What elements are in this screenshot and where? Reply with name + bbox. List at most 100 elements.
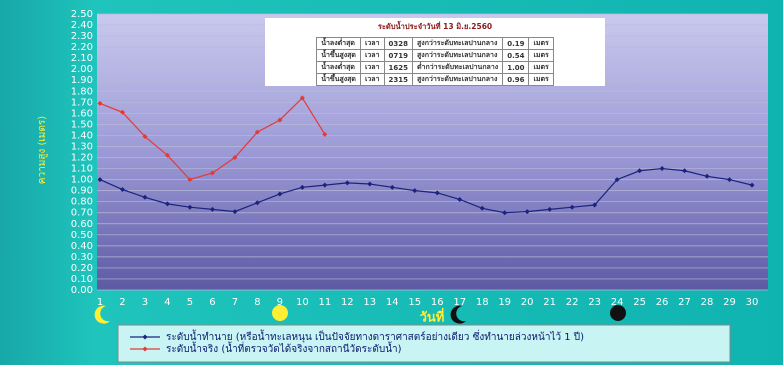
point [389, 184, 395, 190]
x-tick-label: 4 [164, 297, 170, 308]
y-tick-label: 0.40 [71, 241, 93, 252]
info-row: น้ำขึ้นสูงสุด เวลา 2315 สูงกว่าระดับทะเลปาน… [316, 73, 554, 86]
point [232, 209, 238, 215]
info-cell: 0.96 [502, 73, 530, 86]
y-tick-label: 0.60 [71, 219, 93, 230]
info-cell: 0.54 [502, 49, 530, 62]
x-tick-label: 1 [97, 297, 103, 308]
point [344, 180, 350, 186]
point [97, 100, 103, 106]
info-cell: เมตร [528, 49, 554, 62]
series-line [99, 167, 753, 214]
x-tick-label: 17 [453, 297, 466, 308]
info-cell: น้ำลงต่ำสุด [316, 37, 361, 50]
y-tick-label: 1.80 [71, 86, 93, 97]
point [277, 191, 283, 197]
moon-icon [272, 305, 288, 321]
point [299, 95, 305, 101]
x-tick-label: 11 [318, 297, 331, 308]
y-tick-label: 0.30 [71, 252, 93, 263]
point [457, 196, 463, 202]
info-cell: สูงกว่าระดับทะเลปานกลาง [412, 73, 504, 86]
x-axis-label: วันที่ [420, 308, 445, 326]
point [682, 168, 688, 174]
y-tick-label: 0.80 [71, 197, 93, 208]
point [547, 206, 553, 212]
point [592, 202, 598, 208]
point [142, 134, 148, 140]
info-table: ระดับน้ำประจำวันที่ 13 มิ.ย.2560 น้ำลงต่… [265, 18, 605, 86]
y-tick-label: 1.30 [71, 141, 93, 152]
point [187, 177, 193, 183]
point [209, 206, 215, 212]
info-cell: 0328 [383, 37, 414, 50]
y-tick-label: 2.00 [71, 64, 93, 75]
info-cell: 1.00 [502, 61, 530, 74]
point [164, 152, 170, 158]
info-grid: น้ำลงต่ำสุด เวลา 0328 สูงกว่าระดับทะเลปานกล… [316, 37, 554, 86]
y-tick-label: 0.70 [71, 208, 93, 219]
x-tick-label: 26 [656, 297, 669, 308]
point [524, 209, 530, 215]
y-axis-label: ความสูง (เมตร) [37, 116, 48, 184]
y-tick-label: 2.10 [71, 53, 93, 64]
point [209, 170, 215, 176]
point [367, 181, 373, 187]
y-tick-label: 2.50 [71, 9, 93, 20]
y-tick-label: 0.50 [71, 230, 93, 241]
legend-label: ระดับน้ำทำนาย (หรือน้ำทะเลหนุน เป็นปัจจั… [166, 329, 584, 343]
x-tick-label: 27 [678, 297, 691, 308]
point [749, 182, 755, 188]
point [412, 188, 418, 194]
point [322, 131, 328, 137]
point [704, 173, 710, 179]
point [119, 187, 125, 193]
info-cell: 2315 [383, 73, 414, 86]
y-tick-label: 2.30 [71, 31, 93, 42]
info-cell: น้ำขึ้นสูงสุด [316, 73, 361, 86]
point [187, 204, 193, 210]
x-tick-label: 21 [543, 297, 556, 308]
point [164, 201, 170, 207]
info-cell: สูงกว่าระดับทะเลปานกลาง [412, 49, 504, 62]
legend-label: ระดับน้ำจริง (น้ำที่ตรวจวัดได้จริงจากสถา… [166, 341, 402, 355]
point [97, 177, 103, 183]
y-tick-label: 0.20 [71, 263, 93, 274]
point [322, 182, 328, 188]
y-tick-label: 0.10 [71, 274, 93, 285]
info-title: ระดับน้ำประจำวันที่ 13 มิ.ย.2560 [377, 22, 493, 31]
legend [117, 324, 731, 363]
moon-icon [94, 305, 110, 324]
y-tick-label: 1.60 [71, 108, 93, 119]
x-tick-label: 6 [209, 297, 215, 308]
info-cell: 0.19 [502, 37, 530, 50]
info-cell: สูงกว่าระดับทะเลปานกลาง [412, 37, 504, 50]
info-cell: เวลา [359, 61, 385, 74]
info-cell: 0719 [383, 49, 414, 62]
x-tick-label: 9 [277, 297, 283, 308]
x-tick-label: 14 [386, 297, 399, 308]
info-cell: น้ำลงต่ำสุด [316, 61, 361, 74]
y-tick-label: 1.90 [71, 75, 93, 86]
x-tick-label: 5 [187, 297, 193, 308]
point [254, 200, 260, 206]
legend-marker [142, 346, 148, 352]
point [569, 204, 575, 210]
point [659, 166, 665, 172]
y-tick-label: 1.70 [71, 97, 93, 108]
info-cell: เมตร [528, 37, 554, 50]
info-row: น้ำลงต่ำสุด เวลา 0328 สูงกว่าระดับทะเลปานกล… [316, 37, 554, 50]
x-tick-label: 2 [119, 297, 125, 308]
info-cell: เวลา [359, 37, 385, 50]
point [142, 194, 148, 200]
point [277, 117, 283, 123]
point [479, 205, 485, 211]
x-tick-label: 30 [746, 297, 759, 308]
y-tick-label: 1.10 [71, 164, 93, 175]
info-cell: เมตร [528, 73, 554, 86]
info-cell: เมตร [528, 61, 554, 74]
point [727, 177, 733, 183]
x-tick-label: 7 [232, 297, 238, 308]
point [119, 109, 125, 115]
point [614, 177, 620, 183]
